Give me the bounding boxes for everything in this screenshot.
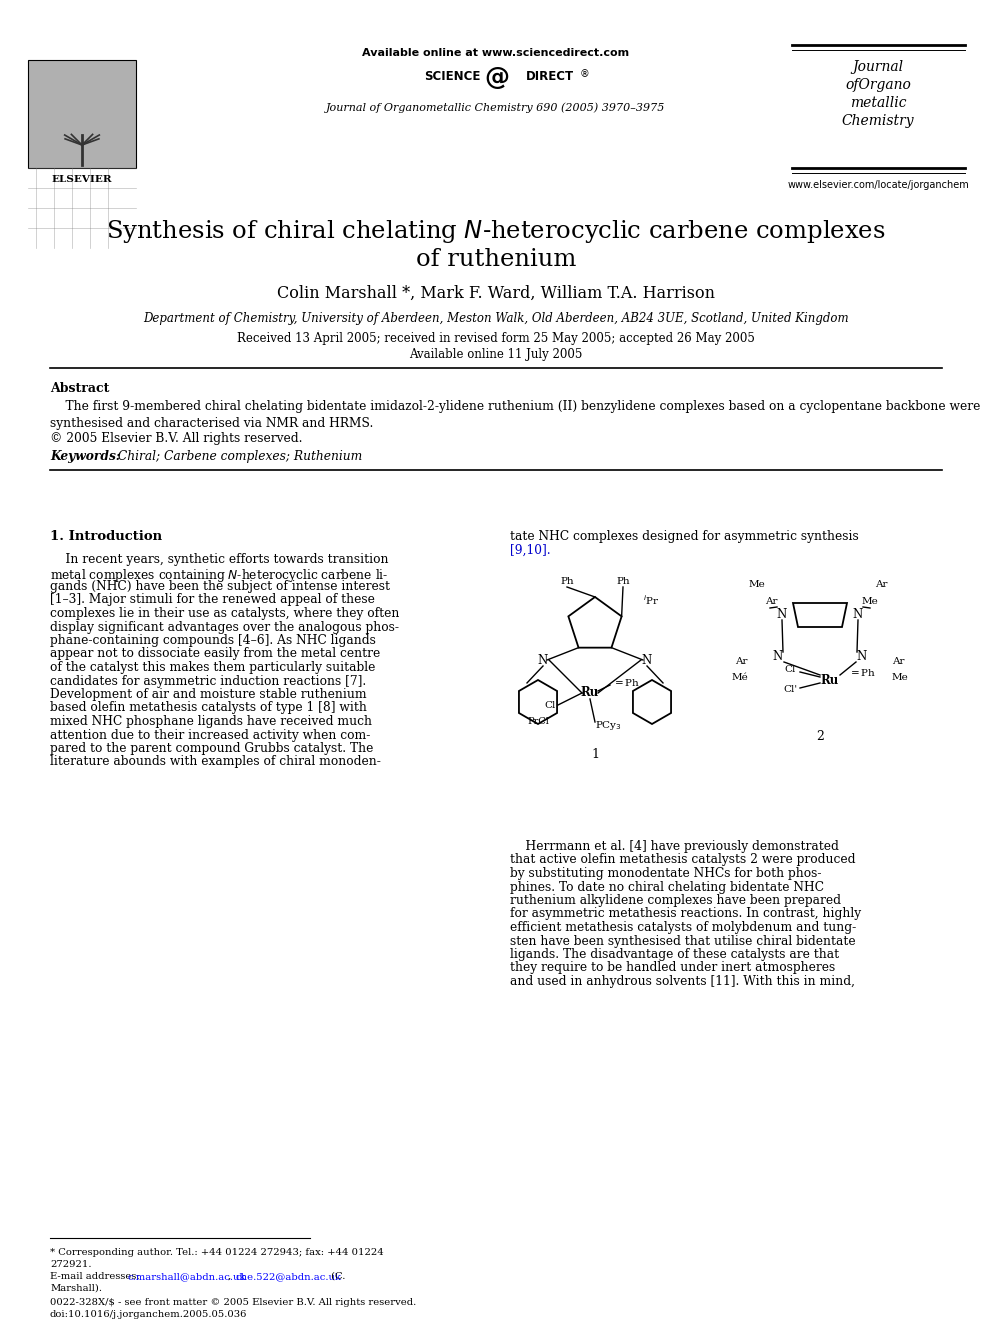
Text: metal complexes containing $\mathit{N}$-heterocyclic carbene li-: metal complexes containing $\mathit{N}$-… [50,566,389,583]
Text: Ar: Ar [875,579,888,589]
Text: 0022-328X/$ - see front matter © 2005 Elsevier B.V. All rights reserved.: 0022-328X/$ - see front matter © 2005 El… [50,1298,417,1307]
Text: Chiral; Carbene complexes; Ruthenium: Chiral; Carbene complexes; Ruthenium [114,450,362,463]
Text: N: N [853,609,863,622]
Text: DIRECT: DIRECT [526,70,574,83]
Text: of the catalyst this makes them particularly suitable: of the catalyst this makes them particul… [50,662,375,673]
Text: ELSEVIER: ELSEVIER [52,175,112,184]
Text: ruthenium alkylidene complexes have been prepared: ruthenium alkylidene complexes have been… [510,894,841,908]
Text: Available online 11 July 2005: Available online 11 July 2005 [410,348,582,361]
Text: they require to be handled under inert atmospheres: they require to be handled under inert a… [510,962,835,975]
Text: Me: Me [862,597,879,606]
Text: Synthesis of chiral chelating $\mathit{N}$-heterocyclic carbene complexes: Synthesis of chiral chelating $\mathit{N… [106,218,886,245]
Text: Journal: Journal [852,60,904,74]
Text: phines. To date no chiral chelating bidentate NHC: phines. To date no chiral chelating bide… [510,881,824,893]
Text: display significant advantages over the analogous phos-: display significant advantages over the … [50,620,399,634]
Text: Herrmann et al. [4] have previously demonstrated: Herrmann et al. [4] have previously demo… [510,840,839,853]
Text: * Corresponding author. Tel.: +44 01224 272943; fax: +44 01224: * Corresponding author. Tel.: +44 01224 … [50,1248,384,1257]
Text: Development of air and moisture stable ruthenium: Development of air and moisture stable r… [50,688,367,701]
Text: tate NHC complexes designed for asymmetric synthesis: tate NHC complexes designed for asymmetr… [510,531,859,542]
Text: efficient metathesis catalysts of molybdenum and tung-: efficient metathesis catalysts of molybd… [510,921,856,934]
Bar [28,60,136,168]
Text: pared to the parent compound Grubbs catalyst. The: pared to the parent compound Grubbs cata… [50,742,373,755]
Text: Department of Chemistry, University of Aberdeen, Meston Walk, Old Aberdeen, AB24: Department of Chemistry, University of A… [143,312,849,325]
Text: www.elsevier.com/locate/jorganchem: www.elsevier.com/locate/jorganchem [787,180,969,191]
Text: metallic: metallic [850,97,907,110]
Text: 272921.: 272921. [50,1259,91,1269]
Text: Ar: Ar [766,597,778,606]
Text: N: N [538,654,549,667]
Text: PrCl: PrCl [527,717,549,725]
Text: E-mail addresses:: E-mail addresses: [50,1271,143,1281]
Text: $^i$Pr: $^i$Pr [643,593,660,607]
Text: based olefin metathesis catalysts of type 1 [8] with: based olefin metathesis catalysts of typ… [50,701,367,714]
Text: SCIENCE: SCIENCE [424,70,480,83]
Text: Cl': Cl' [783,685,797,695]
Text: Abstract: Abstract [50,382,109,396]
Text: ,: , [228,1271,234,1281]
Text: literature abounds with examples of chiral monoden-: literature abounds with examples of chir… [50,755,381,769]
Text: Journal of Organometallic Chemistry 690 (2005) 3970–3975: Journal of Organometallic Chemistry 690 … [326,102,666,112]
Text: Mé: Mé [731,672,748,681]
Text: @: @ [484,66,510,90]
Text: Ph: Ph [560,577,573,586]
Text: by substituting monodentate NHCs for both phos-: by substituting monodentate NHCs for bot… [510,867,821,880]
Text: gands (NHC) have been the subject of intense interest: gands (NHC) have been the subject of int… [50,579,390,593]
Text: Me: Me [748,579,765,589]
Text: phane-containing compounds [4–6]. As NHC ligands: phane-containing compounds [4–6]. As NHC… [50,634,376,647]
Text: attention due to their increased activity when com-: attention due to their increased activit… [50,729,370,741]
Text: Ar: Ar [735,658,748,667]
Text: appear not to dissociate easily from the metal centre: appear not to dissociate easily from the… [50,647,380,660]
Text: Chemistry: Chemistry [841,114,915,128]
Text: $=$Ph: $=$Ph [848,667,876,677]
Text: [9,10].: [9,10]. [510,544,551,557]
Text: mixed NHC phosphane ligands have received much: mixed NHC phosphane ligands have receive… [50,714,372,728]
Text: Marshall).: Marshall). [50,1285,102,1293]
Text: N: N [642,654,652,667]
Text: che.522@abdn.ac.uk: che.522@abdn.ac.uk [236,1271,342,1281]
Text: PCy$_3$: PCy$_3$ [595,718,622,732]
Text: ofOrgano: ofOrgano [845,78,911,93]
Text: N: N [777,609,787,622]
Text: Available online at www.sciencedirect.com: Available online at www.sciencedirect.co… [362,48,630,58]
Text: that active olefin metathesis catalysts 2 were produced: that active olefin metathesis catalysts … [510,853,855,867]
Text: Cl: Cl [545,700,556,709]
Text: N: N [857,651,867,664]
Text: sten have been synthesised that utilise chiral bidentate: sten have been synthesised that utilise … [510,934,856,947]
Text: $=$Ph: $=$Ph [612,677,640,688]
Text: Ph: Ph [616,577,630,586]
Text: of ruthenium: of ruthenium [416,247,576,271]
Text: and used in anhydrous solvents [11]. With this in mind,: and used in anhydrous solvents [11]. Wit… [510,975,855,988]
Text: Cl: Cl [785,665,796,675]
Text: doi:10.1016/j.jorganchem.2005.05.036: doi:10.1016/j.jorganchem.2005.05.036 [50,1310,247,1319]
Text: 1. Introduction: 1. Introduction [50,531,162,542]
Text: © 2005 Elsevier B.V. All rights reserved.: © 2005 Elsevier B.V. All rights reserved… [50,433,303,445]
Text: complexes lie in their use as catalysts, where they often: complexes lie in their use as catalysts,… [50,607,400,620]
Text: candidates for asymmetric induction reactions [7].: candidates for asymmetric induction reac… [50,675,366,688]
Text: 2: 2 [816,730,824,744]
Text: Received 13 April 2005; received in revised form 25 May 2005; accepted 26 May 20: Received 13 April 2005; received in revi… [237,332,755,345]
Text: 1: 1 [591,747,599,761]
Text: Keywords:: Keywords: [50,450,120,463]
Text: [1–3]. Major stimuli for the renewed appeal of these: [1–3]. Major stimuli for the renewed app… [50,594,375,606]
Text: Me: Me [892,672,909,681]
Text: In recent years, synthetic efforts towards transition: In recent years, synthetic efforts towar… [50,553,389,566]
Text: for asymmetric metathesis reactions. In contrast, highly: for asymmetric metathesis reactions. In … [510,908,861,921]
Text: (C.: (C. [328,1271,345,1281]
Text: ®: ® [580,69,590,79]
Text: N: N [773,651,783,664]
Text: Ar: Ar [892,658,905,667]
Text: Colin Marshall *, Mark F. Ward, William T.A. Harrison: Colin Marshall *, Mark F. Ward, William … [277,284,715,302]
Text: ligands. The disadvantage of these catalysts are that: ligands. The disadvantage of these catal… [510,949,839,960]
Text: Ru: Ru [581,687,599,700]
Text: c.marshall@abdn.ac.uk: c.marshall@abdn.ac.uk [128,1271,246,1281]
Text: The first 9-membered chiral chelating bidentate imidazol-2-ylidene ruthenium (II: The first 9-membered chiral chelating bi… [50,400,980,430]
Text: Ru: Ru [820,673,839,687]
